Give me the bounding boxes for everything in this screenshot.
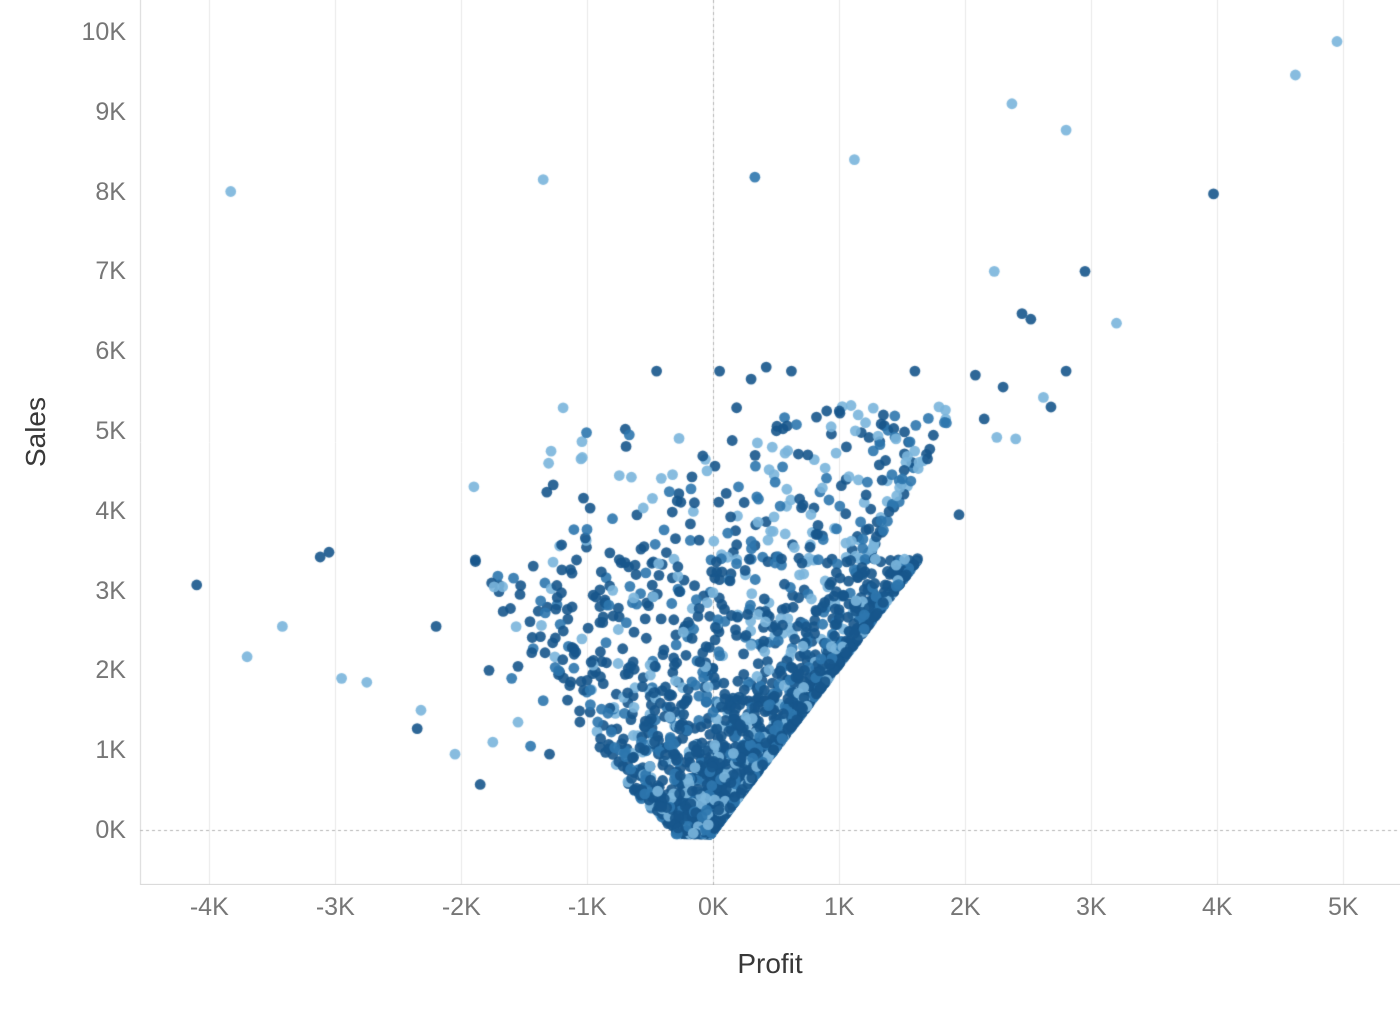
x-tick-label: -1K bbox=[567, 893, 607, 921]
y-tick-label: 6K bbox=[95, 337, 126, 366]
y-tick-label: 1K bbox=[95, 736, 126, 765]
y-axis-title: Sales bbox=[20, 396, 51, 468]
x-tick-label: 3K bbox=[1076, 893, 1107, 921]
scatter-plot-area[interactable] bbox=[0, 0, 1400, 885]
x-tick-label: 2K bbox=[950, 893, 981, 921]
x-tick-label: 0K bbox=[698, 893, 729, 921]
x-tick-label: 1K bbox=[824, 893, 855, 921]
y-tick-label: 8K bbox=[95, 177, 126, 206]
y-tick-label: 9K bbox=[95, 97, 126, 126]
y-tick-label: 10K bbox=[81, 17, 126, 46]
x-tick-label: 5K bbox=[1328, 893, 1359, 921]
x-tick-label: -3K bbox=[315, 893, 355, 921]
y-tick-label: 3K bbox=[95, 576, 126, 605]
x-tick-label: 4K bbox=[1202, 893, 1233, 921]
x-tick-label: -4K bbox=[189, 893, 229, 921]
y-tick-label: 7K bbox=[95, 257, 126, 286]
y-tick-label: 4K bbox=[95, 496, 126, 525]
y-tick-label: 5K bbox=[95, 416, 126, 445]
x-tick-label: -2K bbox=[441, 893, 481, 921]
x-axis-title: Profit bbox=[737, 948, 803, 979]
y-tick-label: 0K bbox=[95, 815, 126, 844]
y-tick-label: 2K bbox=[95, 656, 126, 685]
